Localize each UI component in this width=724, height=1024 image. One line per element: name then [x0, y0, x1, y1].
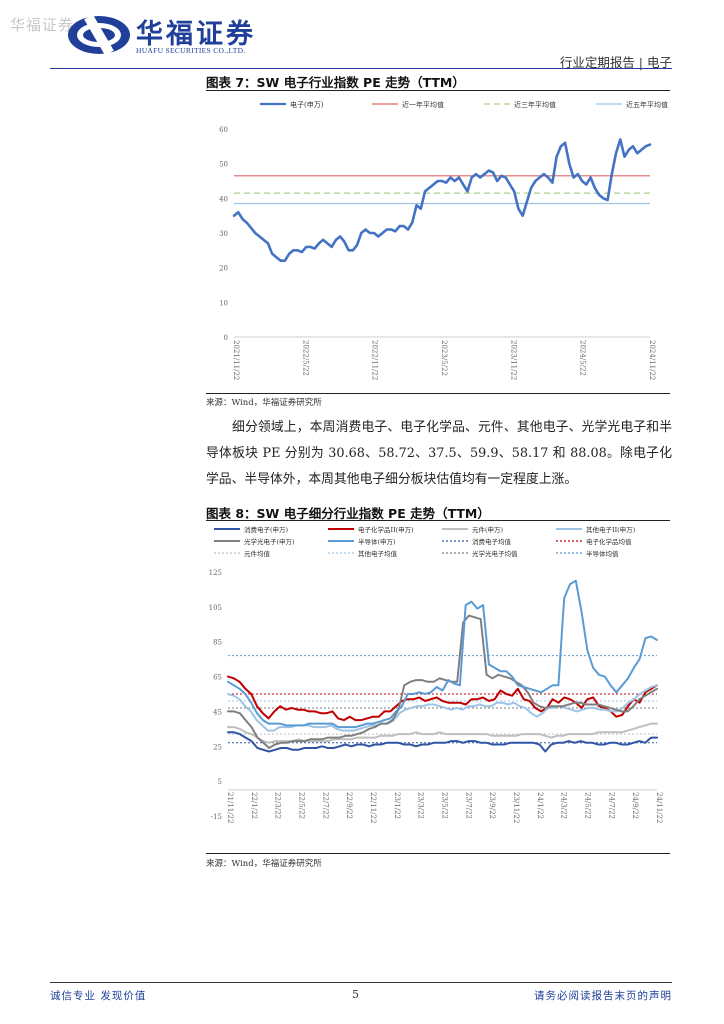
x-tick-label: 2024/5/22	[579, 340, 587, 376]
series-line	[227, 675, 658, 722]
legend-label: 其他电子均值	[358, 549, 398, 558]
x-tick-label: 22/1/22	[250, 792, 258, 819]
x-tick-label: 23/5/22	[441, 792, 449, 819]
figure7-rule-bottom	[206, 393, 670, 394]
legend-label: 电子化学品II(申万)	[358, 525, 414, 534]
y-tick-label: -15	[211, 813, 222, 821]
x-tick-label: 2023/5/22	[440, 340, 448, 376]
company-name-en: HUAFU SECURITIES CO.,LTD.	[136, 46, 246, 55]
legend-label: 近三年平均值	[514, 100, 556, 109]
series-line	[227, 579, 658, 729]
x-tick-label: 22/5/22	[298, 792, 306, 819]
x-tick-label: 21/11/22	[226, 792, 234, 823]
legend-label: 近一年平均值	[402, 100, 444, 109]
report-type: 行业定期报告 | 电子	[559, 55, 672, 70]
series-line	[232, 138, 652, 262]
header-divider	[50, 68, 672, 69]
x-tick-label: 22/9/22	[345, 792, 353, 819]
x-tick-label: 24/5/22	[584, 792, 592, 819]
figure8-source: 来源：Wind，华福证券研究所	[206, 859, 322, 869]
x-tick-label: 2021/11/22	[232, 340, 240, 380]
page-number: 5	[352, 988, 359, 1001]
x-tick-label: 24/3/22	[560, 792, 568, 819]
x-tick-label: 23/7/22	[464, 792, 472, 819]
chart-sw-electronics-pe: 电子(申万) 近一年平均值 近三年平均值 近五年平均值 0 10 20 30 40 50 60 202…	[219, 100, 668, 380]
x-tick-label: 24/7/22	[607, 792, 615, 819]
y-tick-label: 105	[209, 604, 222, 612]
series-line	[227, 722, 658, 744]
legend-label: 电子化学品均值	[586, 537, 632, 546]
figure7-source: 来源：Wind，华福证券研究所	[206, 398, 322, 408]
legend-label: 其他电子II(申万)	[586, 525, 636, 534]
company-name-cn: 华福证券	[136, 19, 256, 50]
footer-divider	[50, 982, 672, 983]
x-tick-label: 23/1/22	[393, 792, 401, 819]
legend-label: 近五年平均值	[626, 100, 668, 109]
figure8-rule-bottom	[206, 853, 670, 854]
legend-label: 消费电子(申万)	[244, 525, 289, 534]
x-tick-label: 23/11/22	[512, 792, 520, 823]
y-tick-label: 40	[219, 195, 228, 203]
x-tick-label: 2022/11/22	[371, 340, 379, 380]
x-tick-label: 2024/11/22	[648, 340, 656, 380]
legend-label: 元件(申万)	[472, 525, 504, 534]
y-tick-label: 20	[219, 265, 228, 273]
footer-slogan: 诚信专业 发现价值	[50, 990, 147, 1002]
figure7-rule	[206, 90, 670, 91]
x-tick-label: 23/3/22	[417, 792, 425, 819]
x-tick-label: 23/9/22	[488, 792, 496, 819]
x-tick-label: 24/1/22	[536, 792, 544, 819]
chart-sw-sub-sectors-pe: 消费电子(申万) 电子化学品II(申万) 元件(申万) 其他电子II(申万) 光学光电子…	[209, 525, 663, 823]
y-tick-label: 65	[213, 674, 222, 682]
legend-label: 电子(申万)	[290, 100, 324, 109]
series-line	[227, 731, 658, 753]
y-tick-label: 125	[209, 569, 222, 577]
x-tick-label: 22/3/22	[274, 792, 282, 819]
figure7-title: 图表 7：SW 电子行业指数 PE 走势（TTM）	[206, 75, 465, 90]
y-tick-label: 5	[218, 778, 222, 786]
x-tick-label: 22/11/22	[369, 792, 377, 823]
x-tick-label: 24/9/22	[631, 792, 639, 819]
legend-label: 半导体均值	[586, 549, 619, 558]
legend-label: 消费电子均值	[472, 537, 512, 546]
y-tick-label: 60	[219, 126, 228, 134]
legend-label: 元件均值	[244, 549, 271, 558]
x-tick-label: 2023/11/22	[509, 340, 517, 380]
figure8-rule	[206, 520, 670, 521]
watermark: 华福证券	[10, 16, 75, 34]
legend-label: 光学光电子均值	[472, 549, 518, 558]
y-tick-label: 0	[224, 334, 228, 342]
y-tick-label: 30	[219, 230, 228, 238]
x-tick-label: 24/11/22	[655, 792, 663, 823]
x-tick-label: 2022/5/22	[301, 340, 309, 376]
huafu-logo-icon	[68, 14, 130, 56]
y-tick-label: 25	[213, 743, 222, 751]
legend-label: 光学光电子(申万)	[244, 537, 295, 546]
y-tick-label: 50	[219, 161, 228, 169]
legend-label: 半导体(申万)	[358, 537, 396, 546]
footer-disclaimer: 请务必阅读报告末页的声明	[534, 990, 672, 1002]
series-line	[227, 614, 658, 749]
y-tick-label: 85	[213, 639, 222, 647]
y-tick-label: 45	[213, 708, 222, 716]
figure8-title: 图表 8：SW 电子细分行业指数 PE 走势（TTM）	[206, 506, 490, 521]
body-paragraph: 细分领域上，本周消费电子、电子化学品、元件、其他电子、光学光电子和半导体板块 P…	[206, 420, 672, 487]
y-tick-label: 10	[219, 299, 228, 307]
x-tick-label: 22/7/22	[321, 792, 329, 819]
